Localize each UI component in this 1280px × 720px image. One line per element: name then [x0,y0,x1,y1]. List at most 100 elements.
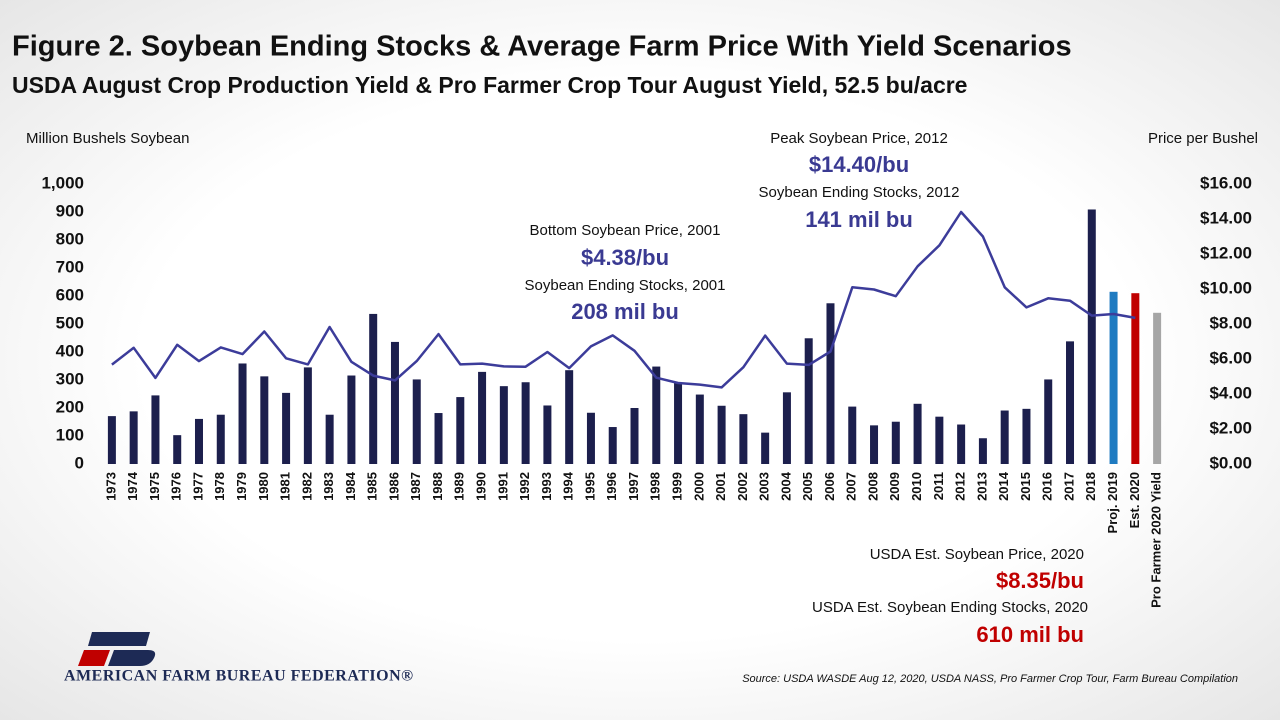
x-tick-label: 1982 [299,472,314,501]
x-tick-label: 1999 [669,472,684,501]
y-tick-label: 1,000 [41,173,84,192]
bar [891,421,900,464]
y2-tick-label: $10.00 [1200,278,1252,297]
annotation: USDA Est. Soybean Ending Stocks, 2020 [812,599,1088,616]
annotation: USDA Est. Soybean Price, 2020 [870,546,1084,563]
bar [238,363,247,464]
x-tick-label: 1975 [147,472,162,501]
chart-subtitle: USDA August Crop Production Yield & Pro … [12,72,967,98]
x-tick-label: 1992 [517,472,532,501]
y2-tick-label: $6.00 [1209,348,1252,367]
bar [456,397,465,464]
x-tick-label: 2003 [757,472,772,501]
x-tick-label: 1995 [582,472,597,501]
bar [782,392,791,464]
bar [1000,410,1009,464]
bar [804,338,813,464]
x-tick-label: 2012 [953,472,968,501]
x-tick-label: 1988 [430,472,445,501]
x-tick-label: 2018 [1083,472,1098,501]
x-tick-label: 2004 [778,471,793,501]
bar [674,382,683,464]
bar [129,411,138,464]
bar [543,405,552,464]
x-tick-label: 2006 [822,472,837,501]
bar [935,416,944,464]
bar [1087,209,1096,464]
annotation: $14.40/bu [809,152,909,177]
bar [1066,341,1075,464]
bar [151,395,160,464]
bar [173,435,182,464]
y-tick-label: 100 [56,425,84,444]
x-tick-label: 2016 [1040,472,1055,501]
y-tick-label: 300 [56,369,84,388]
x-tick-label: 1974 [125,471,140,501]
bar [194,418,203,464]
bar [478,371,487,464]
y2-tick-label: $4.00 [1209,383,1252,402]
x-tick-label: 2015 [1018,472,1033,501]
bar [978,438,987,464]
x-tick-label: 2007 [844,472,859,501]
x-tick-label: 2010 [909,472,924,501]
bar [434,413,443,464]
bar [957,424,966,464]
x-tick-label: 1983 [321,472,336,501]
bar [739,414,748,464]
annotation: 141 mil bu [805,207,913,232]
x-tick-label: 2002 [735,472,750,501]
y2-tick-label: $14.00 [1200,208,1252,227]
bar [260,376,269,464]
x-tick-label: Est. 2020 [1127,472,1142,528]
bar [412,379,421,464]
y-tick-label: 700 [56,257,84,276]
x-tick-label: 1977 [190,472,205,501]
bar [499,386,508,464]
annotation: 208 mil bu [571,299,679,324]
y2-tick-label: $16.00 [1200,173,1252,192]
bar [761,432,770,464]
bar [1153,312,1162,464]
y-tick-label: 900 [56,201,84,220]
annotation: Soybean Ending Stocks, 2012 [759,184,960,201]
logo-mark [78,632,156,666]
x-tick-label: 1985 [365,472,380,501]
y2-tick-label: $0.00 [1209,453,1252,472]
bar [216,414,225,464]
x-tick-label: Pro Farmer 2020 Yield [1149,472,1164,608]
y2-axis-title: Price per Bushel [1148,130,1258,147]
source: Source: USDA WASDE Aug 12, 2020, USDA NA… [742,673,1238,685]
y-tick-label: 500 [56,313,84,332]
x-tick-label: 2013 [974,472,989,501]
x-tick-label: 2005 [800,472,815,501]
y2-tick-label: $8.00 [1209,313,1252,332]
bar [848,406,857,464]
x-tick-label: 1994 [561,471,576,501]
bar [1044,379,1053,464]
bar [695,394,704,464]
x-tick-label: 1990 [474,472,489,501]
chart-title: Figure 2. Soybean Ending Stocks & Averag… [12,31,1072,63]
bar [107,416,116,464]
x-tick-label: 1989 [452,472,467,501]
bar [586,412,595,464]
y-tick-label: 400 [56,341,84,360]
annotation: $4.38/bu [581,245,669,270]
logo-text: AMERICAN FARM BUREAU FEDERATION® [64,668,414,685]
bar [630,408,639,464]
x-tick-label: 1981 [278,472,293,501]
bar [390,341,399,464]
x-tick-label: 1980 [256,472,271,501]
x-tick-label: 2001 [713,472,728,501]
x-tick-label: Proj. 2019 [1105,472,1120,533]
y-tick-label: 600 [56,285,84,304]
bar [369,313,378,464]
x-tick-label: 1996 [604,472,619,501]
x-tick-label: 1976 [169,472,184,501]
bar [913,403,922,464]
bar [325,414,334,464]
x-tick-label: 1998 [648,472,663,501]
x-tick-label: 1979 [234,472,249,501]
